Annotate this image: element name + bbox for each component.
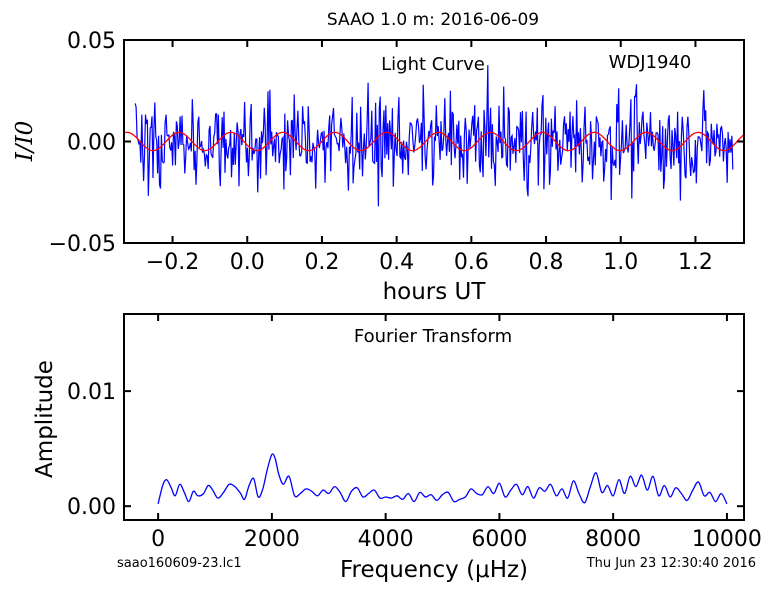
fourier-plot-area: [157, 453, 728, 505]
light-curve-ticks: −0.2 0.0 0.2 0.4 0.6 0.8 1.0 1.2 −0.05 0.00 0.05: [49, 29, 744, 275]
lc-xtick-label: 0.4: [379, 250, 414, 275]
ft-xtick-label: 6000: [471, 527, 527, 552]
lc-ytick-label: 0.00: [67, 131, 116, 156]
generation-timestamp: Thu Jun 23 12:30:40 2016: [586, 556, 756, 571]
lc-xtick-label: 0.6: [454, 250, 489, 275]
figure-title: SAAO 1.0 m: 2016-06-09: [327, 10, 539, 30]
lc-xtick-label: 0.8: [529, 250, 564, 275]
data-filename: saao160609-23.lc1: [117, 556, 242, 571]
fourier-ticks: 0 2000 4000 6000 8000 10000 0.00 0.01: [67, 314, 762, 552]
lc-ytick-label: −0.05: [49, 232, 116, 257]
ft-xtick-label: 10000: [692, 527, 762, 552]
light-curve-axes-frame: [123, 39, 745, 244]
ft-xtick-label: 0: [151, 527, 165, 552]
ft-ytick-label: 0.01: [67, 380, 116, 405]
lc-xtick-label: −0.2: [146, 250, 199, 275]
light-curve-plot-area: [124, 65, 744, 207]
ft-ytick-label: 0.00: [67, 495, 116, 520]
fourier-axes-frame: [123, 313, 745, 521]
ft-xtick-label: 8000: [585, 527, 641, 552]
fourier-title: Fourier Transform: [354, 326, 512, 347]
fourier-amplitude-line: [157, 453, 728, 505]
light-curve-xlabel: hours UT: [383, 279, 487, 305]
fourier-panel: 0 2000 4000 6000 8000 10000 0.00 0.01 Fourier T…: [32, 313, 762, 583]
ft-xtick-label: 4000: [358, 527, 414, 552]
light-curve-title: Light Curve: [381, 54, 485, 75]
fourier-ylabel: Amplitude: [32, 360, 58, 478]
light-curve-panel: −0.2 0.0 0.2 0.4 0.6 0.8 1.0 1.2 −0.05 0.00 0.05 L…: [12, 29, 745, 305]
lc-ytick-label: 0.05: [67, 29, 116, 54]
lc-xtick-label: 1.2: [678, 250, 713, 275]
sinusoid-fit-line: [124, 131, 744, 152]
target-name-label: WDJ1940: [609, 52, 692, 73]
light-curve-ylabel: I/I0: [12, 121, 38, 163]
fourier-xlabel: Frequency (μHz): [340, 557, 528, 583]
ft-xtick-label: 2000: [244, 527, 300, 552]
light-curve-data-line: [134, 65, 734, 207]
lc-xtick-label: 1.0: [603, 250, 638, 275]
lc-xtick-label: 0.2: [304, 250, 339, 275]
lc-xtick-label: 0.0: [230, 250, 265, 275]
